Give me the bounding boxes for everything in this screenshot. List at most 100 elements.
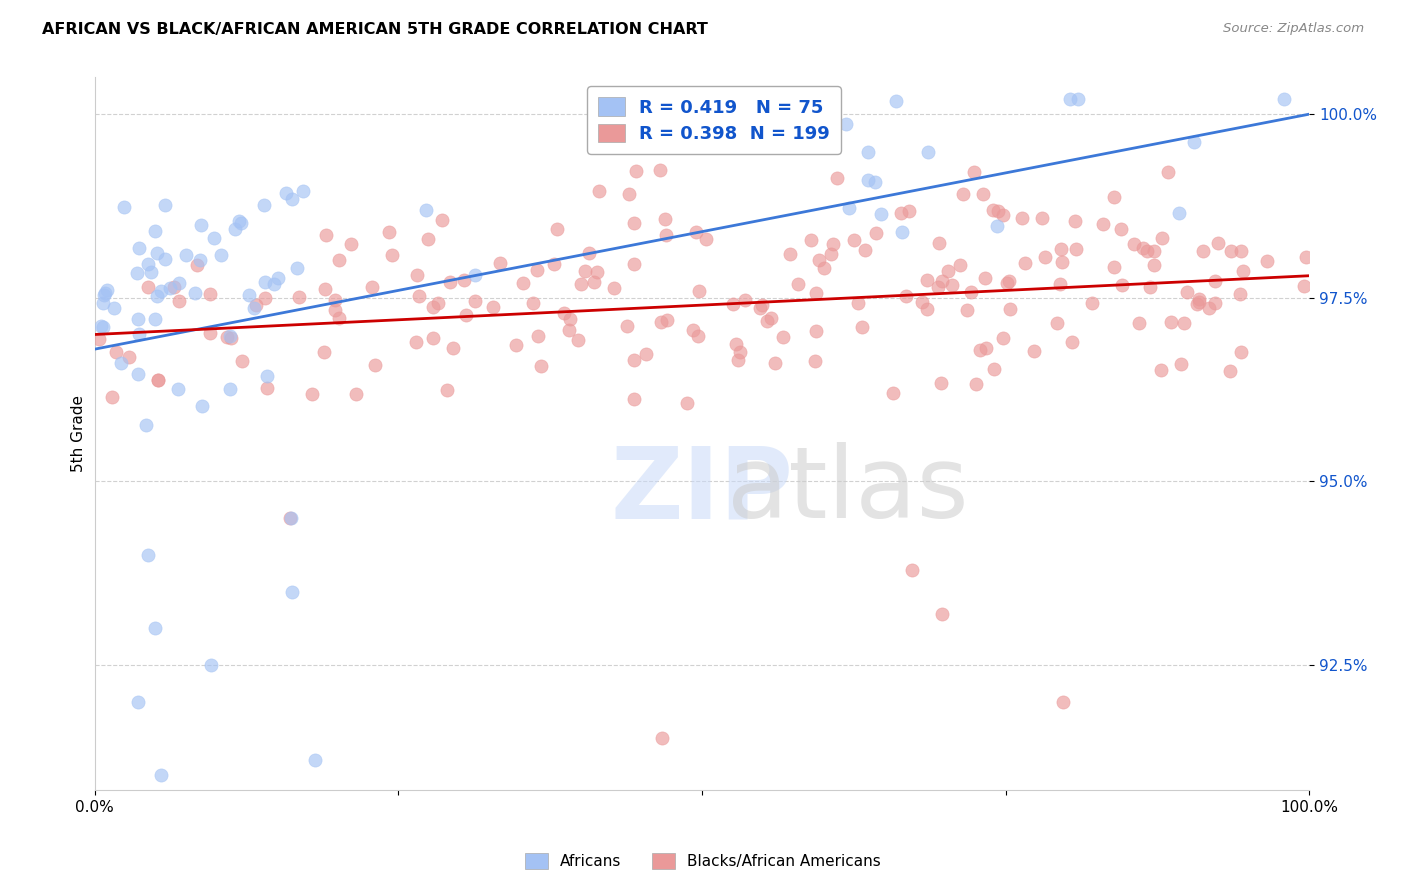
Point	[676, 396, 699, 410]
Point	[253, 275, 276, 289]
Point	[127, 695, 149, 709]
Point	[546, 222, 568, 236]
Point	[1011, 211, 1033, 226]
Point	[936, 264, 959, 278]
Point	[973, 271, 995, 285]
Point	[441, 341, 464, 355]
Legend: Africans, Blacks/African Americans: Africans, Blacks/African Americans	[519, 847, 887, 875]
Point	[522, 295, 544, 310]
Point	[1102, 260, 1125, 274]
Text: atlas: atlas	[727, 442, 969, 539]
Point	[1092, 217, 1115, 231]
Point	[312, 345, 335, 359]
Point	[456, 308, 478, 322]
Point	[1173, 316, 1195, 330]
Point	[148, 373, 170, 387]
Point	[863, 175, 886, 189]
Point	[219, 382, 242, 396]
Point	[1170, 357, 1192, 371]
Point	[804, 285, 827, 300]
Point	[856, 173, 879, 187]
Point	[1081, 295, 1104, 310]
Point	[1111, 277, 1133, 292]
Point	[1033, 250, 1056, 264]
Point	[1219, 364, 1241, 378]
Point	[685, 225, 707, 239]
Point	[167, 293, 190, 308]
Point	[981, 202, 1004, 217]
Point	[489, 256, 512, 270]
Point	[188, 252, 211, 267]
Point	[772, 329, 794, 343]
Point	[198, 326, 221, 340]
Point	[995, 276, 1018, 290]
Point	[146, 373, 169, 387]
Point	[143, 224, 166, 238]
Point	[1060, 334, 1083, 349]
Point	[763, 356, 786, 370]
Point	[896, 289, 918, 303]
Point	[1160, 315, 1182, 329]
Point	[983, 362, 1005, 376]
Point	[890, 225, 912, 239]
Point	[1229, 287, 1251, 301]
Point	[959, 285, 981, 300]
Point	[323, 303, 346, 318]
Point	[804, 324, 827, 338]
Point	[128, 241, 150, 255]
Point	[87, 332, 110, 346]
Y-axis label: 5th Grade: 5th Grade	[72, 395, 86, 472]
Legend: R = 0.419   N = 75, R = 0.398  N = 199: R = 0.419 N = 75, R = 0.398 N = 199	[588, 87, 841, 154]
Point	[512, 276, 534, 290]
Point	[245, 298, 267, 312]
Point	[238, 288, 260, 302]
Point	[224, 221, 246, 235]
Point	[650, 162, 672, 177]
Point	[1295, 250, 1317, 264]
Point	[898, 203, 921, 218]
Point	[617, 187, 640, 202]
Point	[231, 353, 253, 368]
Point	[813, 260, 835, 275]
Point	[956, 303, 979, 318]
Point	[928, 236, 950, 251]
Point	[263, 277, 285, 292]
Point	[256, 381, 278, 395]
Point	[381, 248, 404, 262]
Point	[929, 376, 952, 391]
Point	[323, 293, 346, 307]
Point	[118, 350, 141, 364]
Point	[93, 288, 115, 302]
Point	[858, 145, 880, 159]
Point	[915, 302, 938, 317]
Point	[287, 290, 309, 304]
Point	[1150, 231, 1173, 245]
Point	[865, 226, 887, 240]
Point	[229, 215, 252, 229]
Point	[285, 260, 308, 275]
Point	[1230, 345, 1253, 359]
Point	[686, 328, 709, 343]
Point	[623, 216, 645, 230]
Point	[721, 297, 744, 311]
Point	[281, 192, 304, 206]
Point	[253, 198, 276, 212]
Point	[1046, 316, 1069, 330]
Point	[911, 294, 934, 309]
Point	[453, 273, 475, 287]
Point	[987, 204, 1010, 219]
Text: AFRICAN VS BLACK/AFRICAN AMERICAN 5TH GRADE CORRELATION CHART: AFRICAN VS BLACK/AFRICAN AMERICAN 5TH GR…	[42, 22, 709, 37]
Point	[779, 247, 801, 261]
Point	[853, 243, 876, 257]
Point	[101, 390, 124, 404]
Point	[202, 230, 225, 244]
Point	[143, 621, 166, 635]
Point	[787, 277, 810, 291]
Point	[315, 227, 337, 242]
Point	[569, 277, 592, 291]
Point	[209, 248, 232, 262]
Point	[364, 358, 387, 372]
Point	[1067, 93, 1090, 107]
Point	[136, 280, 159, 294]
Point	[103, 301, 125, 315]
